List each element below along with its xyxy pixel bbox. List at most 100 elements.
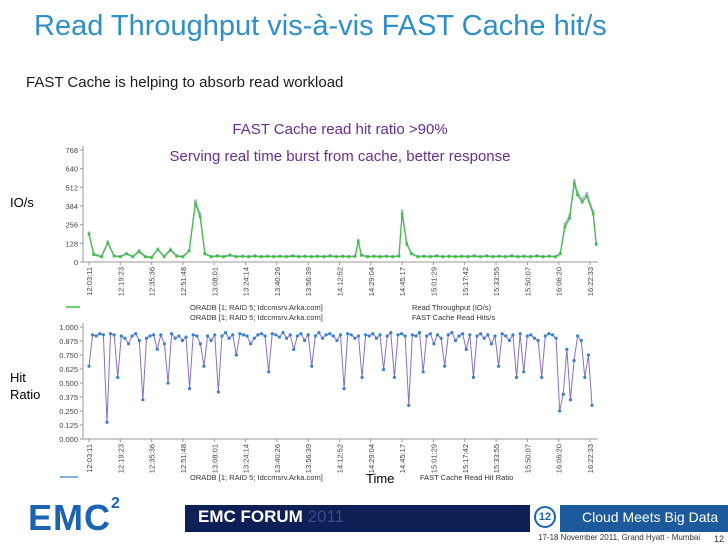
- slide-subtitle: FAST Cache is helping to absorb read wor…: [26, 74, 344, 91]
- hit-ratio-point: [105, 420, 109, 424]
- fast-cache-hits-point: [491, 255, 495, 259]
- read-throughput-point: [198, 212, 202, 216]
- hit-ratio-point: [155, 347, 159, 351]
- hit-ratio-point: [529, 333, 533, 337]
- ratio-y-tick-label: 0.250: [59, 407, 78, 416]
- y-axis-label-ratio: Ratio: [10, 387, 41, 402]
- hit-ratio-point: [126, 342, 131, 346]
- fast-cache-hits-point: [410, 252, 413, 256]
- hit-ratio-point: [443, 364, 447, 368]
- ratio-x-tick-label: 16:06:20: [555, 444, 564, 473]
- fast-cache-hits-point: [335, 255, 338, 259]
- hit-ratio-point: [493, 334, 497, 338]
- fast-cache-hits-point: [87, 232, 91, 236]
- hit-ratio-point: [425, 334, 429, 338]
- fast-cache-hits-point: [385, 255, 388, 258]
- hit-ratio-point: [532, 336, 537, 340]
- fast-cache-hits-point: [422, 255, 426, 258]
- hit-ratio-point: [360, 375, 364, 379]
- y-axis-label-hit: Hit: [10, 370, 26, 385]
- hit-ratio-point: [543, 334, 547, 338]
- fast-cache-hits-point: [92, 253, 95, 257]
- hit-ratio-point: [439, 336, 443, 340]
- hit-ratio-point: [90, 333, 95, 337]
- fast-cache-hits-point: [187, 249, 191, 253]
- hit-ratio-point: [231, 333, 235, 337]
- ratio-x-tick-label: 14:45:17: [398, 444, 407, 473]
- fast-cache-hits-point: [435, 254, 438, 258]
- iops-x-tick-label: 14:45:17: [398, 267, 407, 296]
- ratio-x-tick-label: 12:19:23: [116, 444, 125, 473]
- fast-cache-hits-point: [568, 216, 571, 220]
- hit-ratio-point: [263, 334, 267, 338]
- ratio-x-tick-label: 15:33:55: [492, 444, 501, 473]
- hit-ratio-point: [166, 381, 170, 385]
- legend-label-hit-ratio-source: ORADB [1; RAID 5; Idccmsrv.Arka.com]: [190, 473, 323, 482]
- hit-ratio-point: [159, 333, 163, 337]
- iops-x-tick-label: 13:40:26: [273, 267, 282, 296]
- y-axis-label-iops: IO/s: [10, 195, 34, 210]
- fast-cache-hits-point: [266, 255, 269, 258]
- hit-ratio-point: [486, 333, 490, 337]
- callout-line-2: Serving real time burst from cache, bett…: [169, 148, 511, 165]
- callout-line-1: FAST Cache read hit ratio >90%: [232, 121, 448, 138]
- hit-ratio-point: [392, 375, 396, 379]
- iops-x-tick-label: 14:12:52: [336, 267, 345, 296]
- fast-cache-hits-point: [203, 252, 207, 256]
- hit-ratio-point: [385, 334, 389, 338]
- hit-ratio-point: [292, 347, 296, 351]
- fast-cache-hits-point: [131, 255, 135, 259]
- fast-cache-hits-point: [372, 255, 376, 258]
- fast-cache-hits-point: [222, 255, 225, 259]
- hit-ratio-point: [479, 332, 483, 336]
- fast-cache-hits-point: [144, 255, 147, 259]
- fast-cache-hits-point: [378, 255, 382, 259]
- fast-cache-hits-point: [150, 256, 153, 259]
- hit-ratio-point: [191, 333, 195, 337]
- hit-ratio-point: [306, 333, 310, 337]
- fast-cache-hits-point: [259, 255, 263, 259]
- hit-ratio-point: [475, 334, 479, 338]
- hit-ratio-point: [310, 364, 314, 368]
- hit-ratio-point: [270, 332, 274, 336]
- hit-ratio-point: [94, 334, 98, 338]
- fast-cache-hits-point: [466, 255, 470, 259]
- legend-label-hit-ratio: FAST Cache Read Hit Ratio: [420, 473, 513, 482]
- hit-ratio-point: [583, 375, 587, 379]
- fast-cache-hits-point: [563, 225, 567, 229]
- hit-ratio-point: [195, 334, 199, 338]
- hit-ratio-point: [216, 390, 220, 394]
- ratio-y-tick-label: 0.750: [59, 351, 78, 360]
- iops-y-tick-label: 384: [65, 202, 78, 211]
- hit-ratio-point: [525, 334, 529, 338]
- fast-cache-hits-point: [347, 255, 351, 259]
- hit-ratio-point: [220, 334, 224, 338]
- hit-ratio-point: [428, 332, 432, 336]
- hit-ratio-point: [209, 338, 213, 343]
- fast-cache-hits-point: [441, 255, 445, 259]
- hit-ratio-point: [471, 375, 476, 379]
- hit-ratio-point: [586, 353, 591, 357]
- read-throughput-point: [169, 247, 172, 251]
- fast-cache-hits-point: [328, 254, 332, 258]
- hit-ratio-point: [277, 335, 282, 339]
- fast-cache-hits-point: [272, 255, 276, 259]
- hit-ratio-point: [346, 332, 350, 336]
- hit-ratio-point: [112, 333, 116, 337]
- hit-ratio-point: [511, 333, 515, 337]
- hit-ratio-point: [320, 336, 325, 340]
- hit-ratio-point: [382, 367, 386, 372]
- fast-cache-hits-point: [341, 255, 344, 258]
- tagline-bar: [560, 505, 728, 532]
- ratio-x-tick-label: 16:22:33: [586, 444, 595, 473]
- iops-x-tick-label: 12:19:23: [116, 267, 125, 296]
- hit-ratio-point: [417, 331, 422, 335]
- fast-cache-hits-point: [366, 255, 369, 259]
- fast-cache-hits-point: [573, 181, 576, 185]
- iops-x-tick-label: 13:56:39: [304, 267, 313, 296]
- hit-ratio-point: [198, 342, 202, 346]
- read-throughput-point: [194, 199, 197, 203]
- hit-ratio-point: [457, 334, 461, 338]
- hit-ratio-point: [356, 334, 361, 338]
- hit-ratio-point: [482, 336, 486, 340]
